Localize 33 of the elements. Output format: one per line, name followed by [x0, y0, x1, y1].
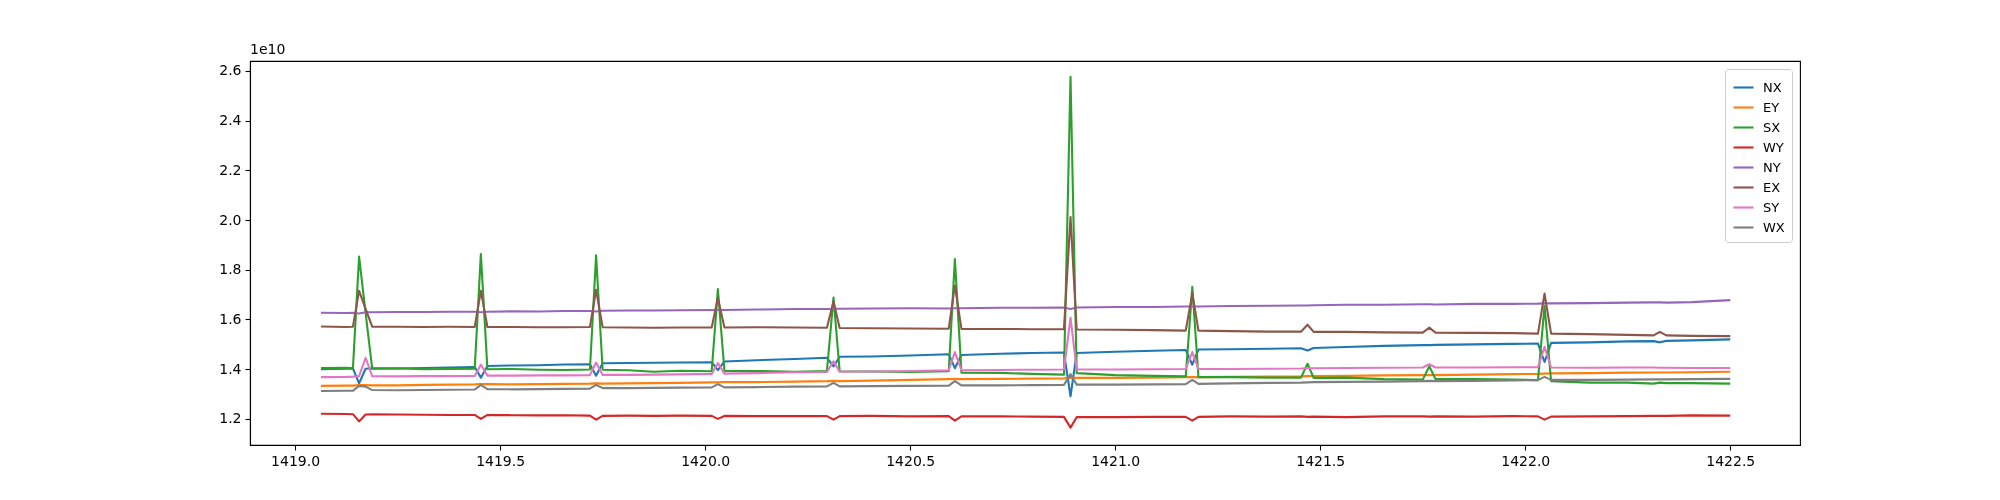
x-tick-label: 1422.5 — [1706, 452, 1756, 469]
y-tick-label: 1.6 — [219, 310, 242, 327]
y-tick-label: 1.8 — [219, 261, 242, 278]
y-tick-label: 2.4 — [219, 112, 242, 129]
y-tick-label: 2.6 — [219, 62, 242, 79]
x-tick-label: 1420.0 — [681, 452, 731, 469]
y-tick-label: 1.2 — [219, 410, 242, 427]
x-tick-label: 1422.0 — [1501, 452, 1551, 469]
line-series — [319, 412, 1732, 429]
x-tick-label: 1419.0 — [271, 452, 321, 469]
legend-label: NX — [1763, 79, 1782, 95]
legend-label: SX — [1763, 119, 1781, 135]
legend-label: NY — [1763, 159, 1781, 175]
line-series — [319, 370, 1732, 387]
line-series — [319, 75, 1732, 385]
line-series — [319, 316, 1732, 379]
x-tick-label: 1421.0 — [1091, 452, 1141, 469]
x-tick-label: 1419.5 — [476, 452, 526, 469]
line-series — [319, 373, 1732, 393]
legend-label: SY — [1763, 199, 1780, 215]
legend-label: EY — [1763, 99, 1780, 115]
x-tick-label: 1420.5 — [886, 452, 936, 469]
y-tick-label: 1.4 — [219, 360, 242, 377]
line-series — [319, 338, 1732, 398]
legend-label: WY — [1763, 139, 1784, 155]
y-tick-label: 2.0 — [219, 211, 242, 228]
y-tick-label: 2.2 — [219, 161, 242, 178]
text: 1e10 — [250, 41, 286, 57]
legend-label: WX — [1763, 219, 1785, 235]
line-series — [319, 216, 1732, 338]
x-tick-label: 1421.5 — [1296, 452, 1346, 469]
legend-label: EX — [1763, 179, 1781, 195]
line-series — [319, 299, 1732, 315]
